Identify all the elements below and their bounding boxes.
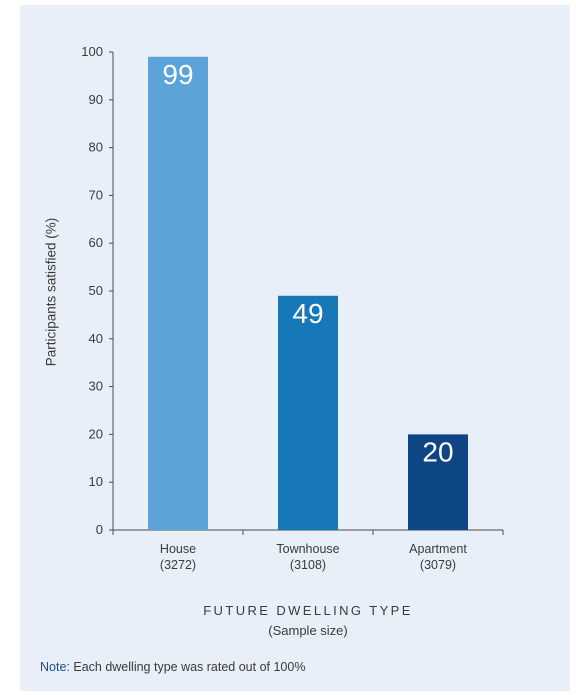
y-tick-label: 30: [89, 379, 103, 394]
y-tick-label: 0: [96, 522, 103, 537]
x-tick-label: Townhouse: [276, 542, 339, 556]
x-axis-subtitle: (Sample size): [268, 623, 348, 638]
x-tick-sample-size: (3108): [290, 558, 326, 572]
y-tick-label: 10: [89, 474, 103, 489]
y-tick-label: 70: [89, 187, 103, 202]
bar-house: [148, 56, 208, 530]
x-axis-title: FUTURE DWELLING TYPE: [203, 603, 413, 618]
data-label: 99: [162, 59, 193, 90]
y-tick-label: 50: [89, 283, 103, 298]
x-tick-label: Apartment: [409, 542, 467, 556]
bar-townhouse: [278, 295, 338, 530]
data-label: 49: [292, 298, 323, 329]
footnote-text: Each dwelling type was rated out of 100%: [69, 660, 306, 674]
y-tick-label: 90: [89, 92, 103, 107]
x-tick-label: House: [160, 542, 196, 556]
x-tick-sample-size: (3079): [420, 558, 456, 572]
bar-apartment: [408, 434, 468, 530]
y-tick-label: 20: [89, 426, 103, 441]
y-tick-label: 60: [89, 235, 103, 250]
y-tick-label: 40: [89, 331, 103, 346]
y-tick-label: 100: [81, 44, 103, 59]
footnote: Note: Each dwelling type was rated out o…: [40, 660, 305, 674]
x-tick-sample-size: (3272): [160, 558, 196, 572]
data-label: 20: [422, 436, 453, 467]
y-tick-label: 80: [89, 140, 103, 155]
footnote-prefix: Note:: [40, 660, 70, 674]
y-axis-label: Participants satisfied (%): [43, 217, 59, 367]
